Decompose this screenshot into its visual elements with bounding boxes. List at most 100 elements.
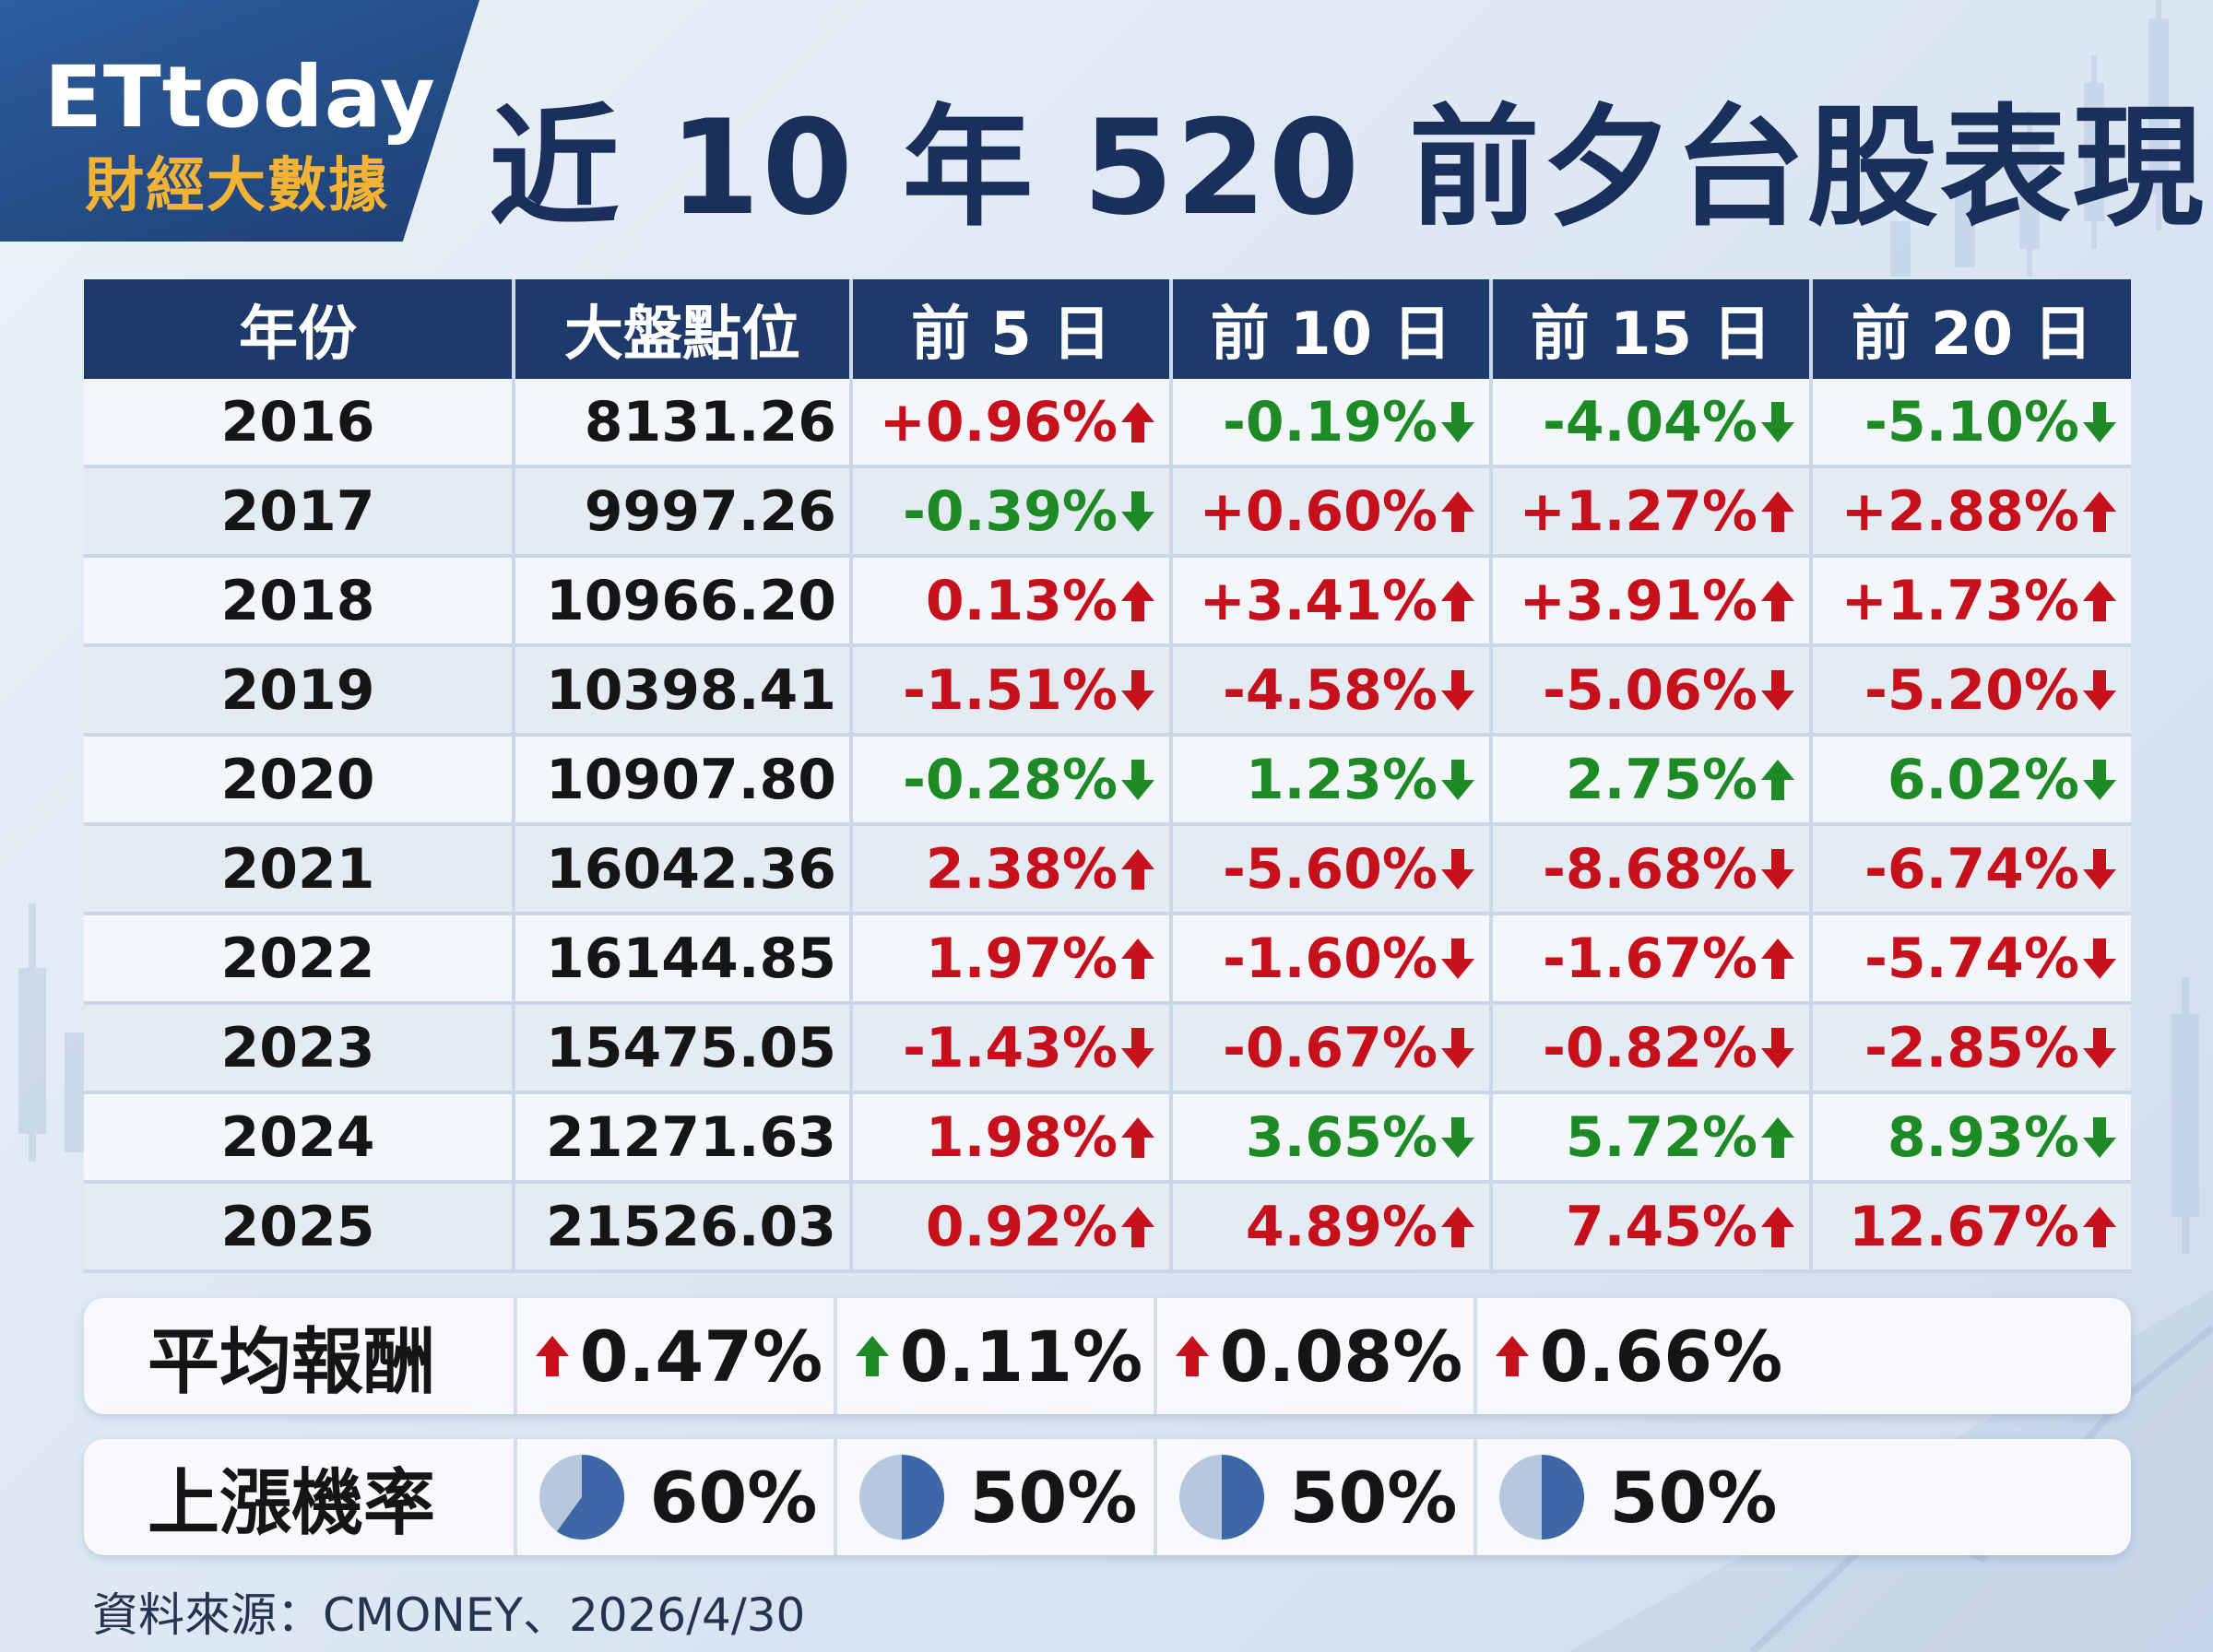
year-cell: 2020 (84, 735, 515, 826)
index-level-cell: 21526.03 (514, 1182, 853, 1273)
return-value: -8.68% (1542, 836, 1757, 902)
arrow-up-icon (1761, 490, 1794, 532)
return-cell: +0.60% (1171, 466, 1493, 558)
return-value: -4.04% (1542, 389, 1757, 454)
arrow-down-icon (2083, 669, 2116, 711)
table-row: 2018 10966.20 0.13% +3.41% +3.91% +1.73% (84, 556, 2131, 647)
return-value: 12.67% (1849, 1194, 2079, 1259)
index-level-cell: 10966.20 (514, 556, 853, 647)
arrow-down-icon (2083, 848, 2116, 890)
return-value: -1.60% (1222, 926, 1438, 991)
arrow-up-icon (1761, 580, 1794, 621)
year-cell: 2018 (84, 556, 515, 647)
return-cell: 6.02% (1811, 735, 2131, 826)
return-cell: +3.41% (1171, 556, 1493, 647)
probability-slice (556, 1455, 624, 1540)
return-value: 4.89% (1245, 1194, 1438, 1259)
average-return-value: 0.08% (1219, 1315, 1463, 1398)
index-level-cell: 16042.36 (514, 824, 853, 915)
up-probability-value: 50% (1609, 1456, 1778, 1539)
return-cell: -0.39% (851, 466, 1173, 558)
up-probability-label: 上漲機率 (147, 1462, 435, 1545)
return-cell: -0.82% (1491, 1003, 1813, 1094)
return-cell: -0.67% (1171, 1003, 1493, 1094)
arrow-up-icon (855, 1336, 889, 1376)
page-title: 近 10 年 520 前夕台股表現 (489, 92, 2206, 244)
return-cell: -1.51% (851, 645, 1173, 737)
year-cell: 2022 (84, 914, 515, 1005)
return-cell: +0.96% (851, 379, 1173, 468)
return-value: -2.85% (1864, 1015, 2079, 1080)
return-cell: -0.28% (851, 735, 1173, 826)
probability-pie-icon (1178, 1455, 1264, 1540)
arrow-up-icon (2083, 1206, 2116, 1247)
average-return-cell: 0.66% (1473, 1298, 1797, 1414)
average-return-value: 0.66% (1539, 1315, 1783, 1398)
return-cell: -5.20% (1811, 645, 2131, 737)
return-cell: 1.98% (851, 1092, 1173, 1184)
probability-slice (901, 1455, 944, 1540)
index-level-cell: 15475.05 (514, 1003, 853, 1094)
return-cell: 12.67% (1811, 1182, 2131, 1273)
probability-pie-icon (1498, 1455, 1584, 1540)
arrow-down-icon (1121, 759, 1154, 800)
up-probability-value: 50% (1289, 1456, 1458, 1539)
arrow-down-icon (1441, 938, 1474, 979)
arrow-up-icon (2083, 580, 2116, 621)
average-return-label: 平均報酬 (147, 1321, 435, 1404)
arrow-up-icon (1761, 759, 1794, 800)
return-value: -5.20% (1864, 657, 2079, 723)
return-cell: -1.43% (851, 1003, 1173, 1094)
arrow-down-icon (2083, 1027, 2116, 1068)
return-value: 2.38% (925, 836, 1118, 902)
return-cell: 1.97% (851, 914, 1173, 1005)
year-cell: 2025 (84, 1182, 515, 1273)
up-probability-value: 60% (649, 1456, 818, 1539)
return-value: -5.06% (1542, 657, 1757, 723)
return-cell: -0.19% (1171, 379, 1493, 468)
index-level-cell: 9997.26 (514, 466, 853, 558)
return-value: -0.39% (902, 478, 1118, 544)
return-value: 3.65% (1245, 1104, 1438, 1170)
return-value: -0.67% (1222, 1015, 1438, 1080)
year-cell: 2019 (84, 645, 515, 737)
year-cell: 2024 (84, 1092, 515, 1184)
probability-slice (1541, 1455, 1584, 1540)
up-probability-cell: 60% (514, 1439, 837, 1555)
up-probability-cell: 50% (834, 1439, 1157, 1555)
return-cell: -4.58% (1171, 645, 1493, 737)
performance-table: 年份 大盤點位前 5 日前 10 日前 15 日前 20 日 2016 8131.2… (84, 279, 2131, 1273)
return-value: 2.75% (1565, 747, 1757, 812)
return-value: 1.23% (1245, 747, 1438, 812)
return-value: -4.58% (1222, 657, 1438, 723)
return-cell: -6.74% (1811, 824, 2131, 915)
arrow-up-icon (1495, 1336, 1529, 1376)
arrow-up-icon (1121, 1206, 1154, 1247)
up-probability-value: 50% (969, 1456, 1138, 1539)
return-cell: 0.13% (851, 556, 1173, 647)
arrow-down-icon (1761, 401, 1794, 442)
return-value: -0.82% (1542, 1015, 1757, 1080)
arrow-down-icon (1441, 1116, 1474, 1158)
return-value: -1.43% (902, 1015, 1118, 1080)
arrow-down-icon (2083, 1116, 2116, 1158)
table-row: 2016 8131.26 +0.96% -0.19% -4.04% -5.10% (84, 379, 2131, 468)
arrow-down-icon (1121, 669, 1154, 711)
return-value: -5.60% (1222, 836, 1438, 902)
average-return-cell: 0.08% (1154, 1298, 1477, 1414)
return-value: 7.45% (1565, 1194, 1757, 1259)
return-value: 1.98% (925, 1104, 1118, 1170)
table-row: 2024 21271.63 1.98% 3.65% 5.72% 8.93% (84, 1092, 2131, 1184)
average-return-cell: 0.11% (834, 1298, 1157, 1414)
arrow-down-icon (1761, 669, 1794, 711)
return-cell: 3.65% (1171, 1092, 1493, 1184)
return-cell: -1.67% (1491, 914, 1813, 1005)
return-cell: -5.06% (1491, 645, 1813, 737)
arrow-up-icon (1761, 1206, 1794, 1247)
return-cell: +1.73% (1811, 556, 2131, 647)
average-return-row: 平均報酬 0.47% 0.11% 0.08% 0.66% (84, 1298, 2131, 1414)
arrow-down-icon (2083, 401, 2116, 442)
year-cell: 2017 (84, 466, 515, 558)
